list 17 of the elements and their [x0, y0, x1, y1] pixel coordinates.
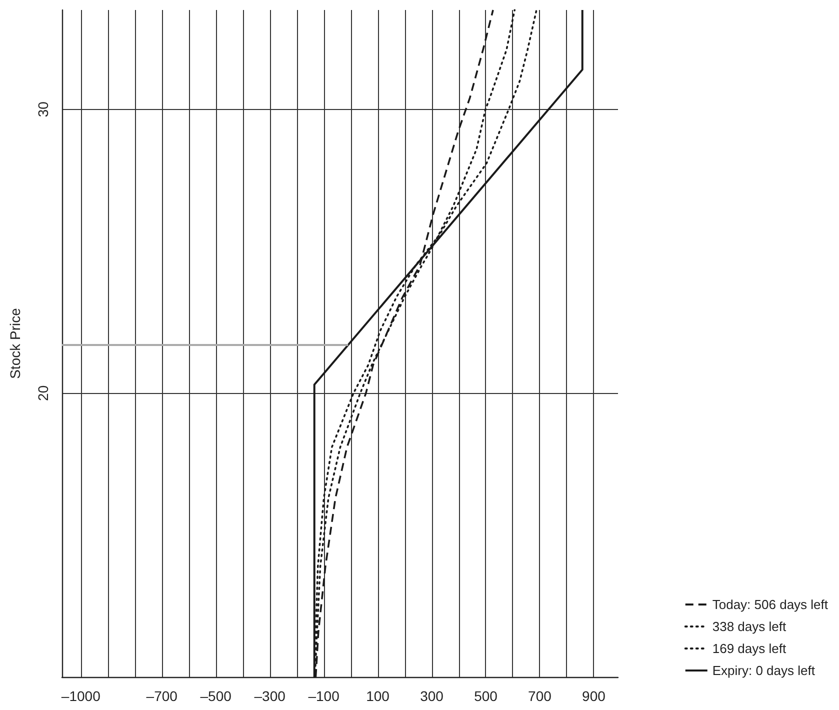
x-tick-label: –100: [308, 688, 340, 704]
x-tick-label: –300: [254, 688, 286, 704]
legend-label: Expiry: 0 days left: [712, 663, 816, 678]
x-tick-label: 300: [420, 688, 444, 704]
y-axis-title: Stock Price: [7, 308, 23, 379]
x-tick-label: 500: [474, 688, 498, 704]
x-tick-label: –500: [200, 688, 232, 704]
legend-label: 338 days left: [712, 619, 786, 634]
x-tick-label: 900: [582, 688, 606, 704]
x-tick-label: 100: [366, 688, 390, 704]
legend-label: 169 days left: [712, 641, 786, 656]
legend-label: Today: 506 days left: [712, 597, 828, 612]
x-tick-label: 700: [528, 688, 552, 704]
x-tick-label: –1000: [61, 688, 101, 704]
y-tick-label: 20: [35, 385, 51, 401]
x-tick-label: –700: [146, 688, 178, 704]
y-tick-label: 30: [35, 101, 51, 118]
